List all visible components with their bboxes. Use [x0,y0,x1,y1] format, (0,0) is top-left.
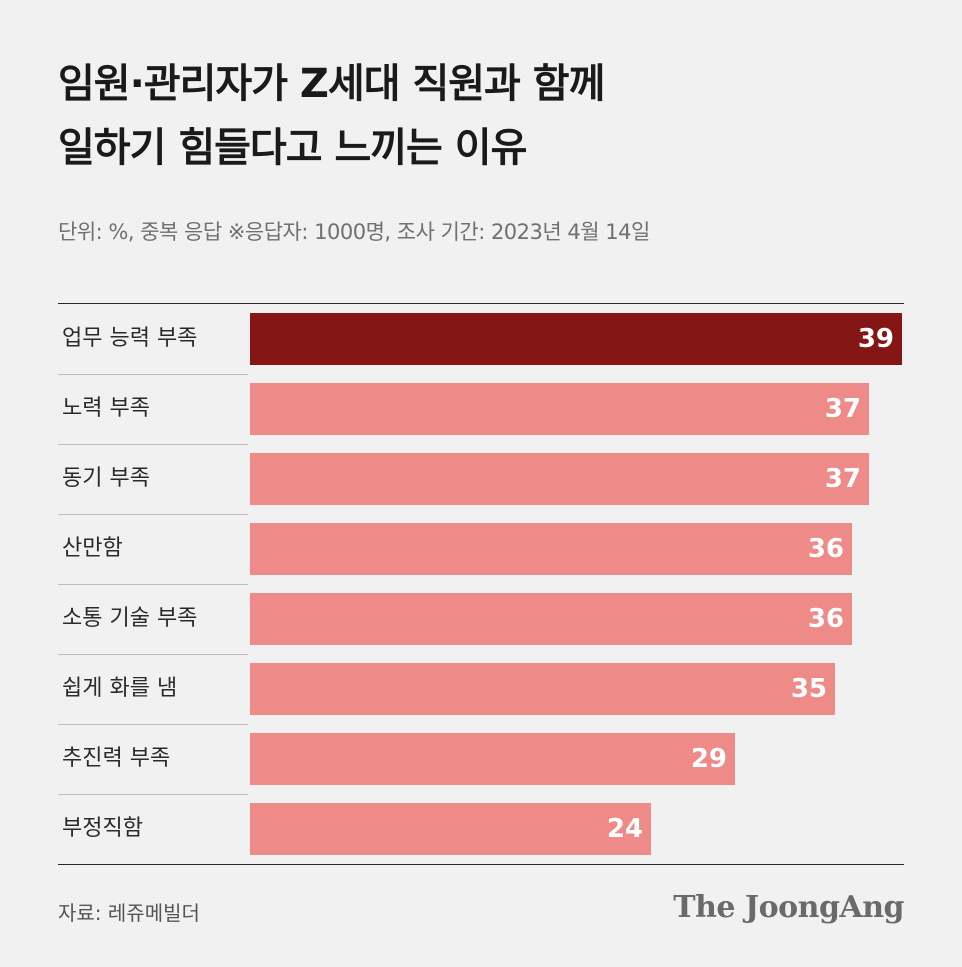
category-label: 소통 기술 부족 [62,606,198,631]
row-divider [58,724,248,725]
chart-title: 임원·관리자가 Z세대 직원과 함께 일하기 힘들다고 느끼는 이유 [58,52,918,180]
category-label: 산만함 [62,536,123,561]
row-divider [58,584,248,585]
row-divider [58,514,248,515]
value-label: 37 [824,394,861,424]
value-label: 24 [606,814,643,844]
top-rule [58,303,904,304]
value-label: 37 [824,464,861,494]
category-label: 추진력 부족 [62,746,171,771]
title-line-1: 임원·관리자가 Z세대 직원과 함께 [58,61,605,107]
row-divider [58,374,248,375]
category-label: 동기 부족 [62,466,150,491]
chart-subtitle: 단위: %, 중복 응답 ※응답자: 1000명, 조사 기간: 2023년 4… [58,220,650,244]
category-label: 노력 부족 [62,396,150,421]
bar [250,453,869,505]
value-label: 29 [690,744,727,774]
category-label: 부정직함 [62,816,143,841]
row-divider [58,654,248,655]
bar [250,383,869,435]
bar [250,523,852,575]
bar [250,733,735,785]
bottom-rule [58,864,904,865]
row-divider [58,794,248,795]
bar [250,663,835,715]
title-line-2: 일하기 힘들다고 느끼는 이유 [58,125,527,171]
value-label: 39 [857,324,894,354]
value-label: 35 [790,674,827,704]
category-label: 업무 능력 부족 [62,326,198,351]
bar [250,593,852,645]
value-label: 36 [807,604,844,634]
source-note: 자료: 레쥬메빌더 [58,901,200,925]
bar [250,803,651,855]
row-divider [58,444,248,445]
bar [250,313,902,365]
category-label: 쉽게 화를 냄 [62,676,178,701]
publisher-logo: The JoongAng [673,890,904,925]
value-label: 36 [807,534,844,564]
